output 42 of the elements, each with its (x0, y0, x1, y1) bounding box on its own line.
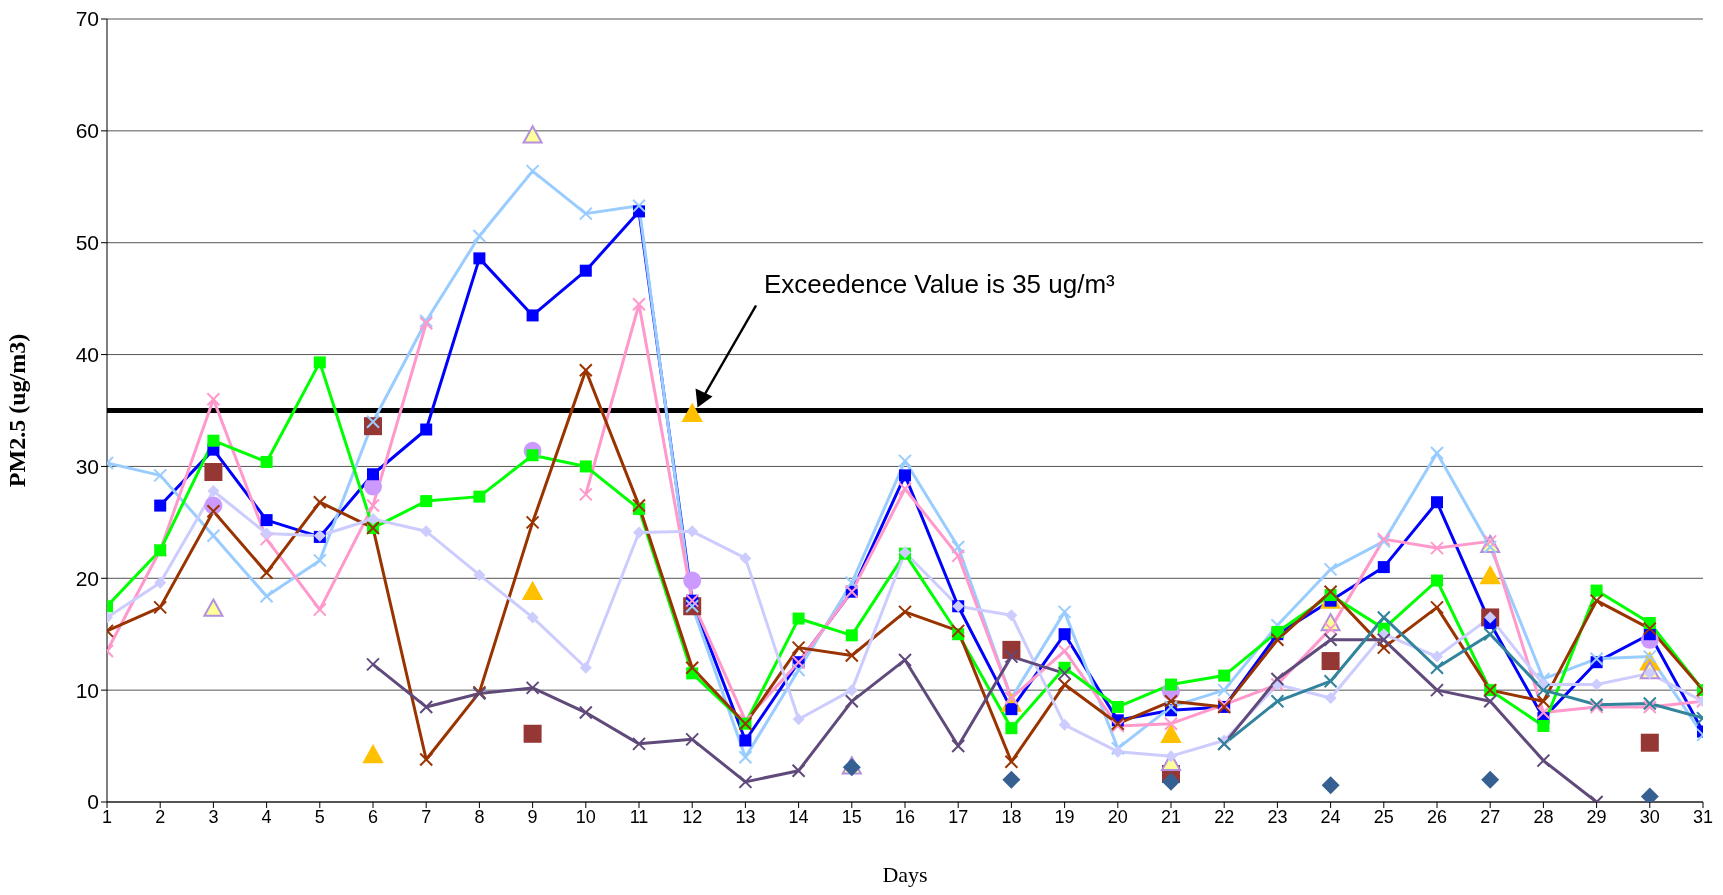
x-tick-label: 4 (261, 806, 272, 827)
x-tick-label: 21 (1160, 806, 1182, 827)
x-tick-label: 2 (155, 806, 166, 827)
x-tick-label: 12 (682, 806, 703, 827)
x-tick-label: 31 (1692, 806, 1714, 827)
x-axis-title: Days (882, 862, 928, 887)
x-tick-label: 8 (474, 806, 485, 827)
y-axis-title: PM2.5 (ug/m3) (3, 333, 30, 488)
x-tick-label: 26 (1426, 806, 1448, 827)
y-tick-label: 0 (87, 790, 99, 814)
y-tick-label: 20 (75, 566, 99, 590)
x-tick-label: 6 (367, 806, 379, 827)
x-tick-label: 1 (101, 806, 113, 827)
x-tick-label: 28 (1533, 806, 1554, 827)
x-tick-label: 30 (1639, 806, 1660, 827)
y-tick-label: 60 (75, 119, 99, 143)
x-tick-label: 17 (948, 806, 969, 827)
x-tick-label: 24 (1320, 806, 1341, 827)
y-tick-label: 50 (75, 231, 99, 255)
x-tick-label: 19 (1054, 806, 1075, 827)
y-tick-label: 10 (75, 678, 99, 702)
x-tick-label: 15 (841, 806, 862, 827)
ref-line-label: Exceedence Value is 35 ug/m³ (764, 268, 1116, 299)
x-tick-label: 20 (1107, 806, 1128, 827)
x-tick-label: 23 (1267, 806, 1288, 827)
x-tick-label: 18 (1001, 806, 1022, 827)
x-tick-label: 11 (629, 806, 649, 827)
y-tick-label: 70 (75, 7, 99, 31)
x-tick-label: 27 (1480, 806, 1501, 827)
y-tick-label: 40 (75, 343, 99, 367)
x-tick-label: 22 (1214, 806, 1235, 827)
x-tick-label: 13 (735, 806, 756, 827)
x-tick-label: 5 (314, 806, 325, 827)
x-tick-label: 3 (208, 806, 219, 827)
x-tick-label: 14 (788, 806, 809, 827)
y-tick-label: 30 (75, 454, 99, 478)
x-tick-label: 9 (527, 806, 538, 827)
x-tick-label: 7 (421, 806, 432, 827)
x-tick-label: 10 (575, 806, 596, 827)
x-tick-label: 25 (1373, 806, 1394, 827)
x-tick-label: 29 (1586, 806, 1607, 827)
x-tick-label: 16 (894, 806, 916, 827)
